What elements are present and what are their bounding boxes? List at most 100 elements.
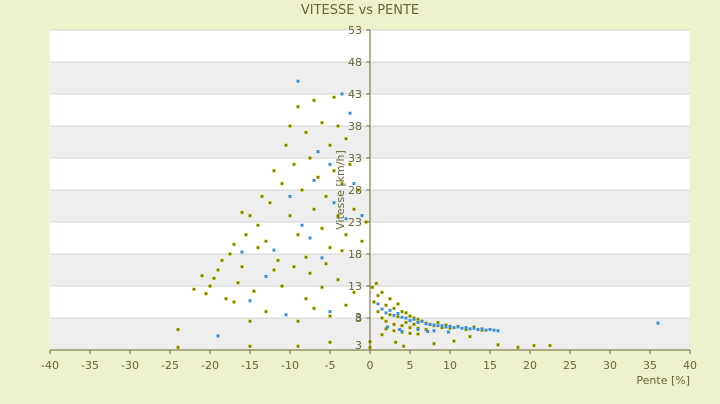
x-axis-label: Pente [%] [636, 374, 690, 387]
x-tick-label: 5 [407, 359, 414, 372]
data-point [384, 311, 388, 315]
x-tick-label: -35 [81, 359, 99, 372]
data-point [432, 341, 436, 346]
axes [49, 29, 691, 354]
data-point [212, 276, 216, 281]
data-point [426, 329, 430, 333]
data-point [264, 274, 268, 278]
data-point [272, 248, 276, 252]
data-point [384, 303, 388, 307]
x-tick-label: -25 [161, 359, 179, 372]
data-point [340, 249, 344, 253]
data-point [304, 297, 308, 301]
y-tick-label: 28 [348, 184, 362, 197]
data-point [388, 308, 392, 312]
data-point [452, 326, 456, 330]
data-point [248, 213, 252, 218]
data-point [328, 162, 332, 166]
data-point [376, 309, 380, 314]
data-point [336, 277, 340, 282]
data-point [384, 327, 388, 331]
data-point [244, 233, 248, 237]
data-point [424, 327, 428, 332]
data-point [344, 233, 348, 237]
y-axis-label: Vitesse [km/h] [334, 150, 347, 230]
data-point [228, 252, 232, 256]
data-point [260, 194, 264, 199]
data-point [374, 281, 379, 286]
data-point [328, 143, 332, 147]
data-point [328, 340, 332, 345]
data-point [392, 329, 396, 333]
data-points [176, 79, 660, 350]
data-point [232, 242, 236, 247]
data-point [376, 293, 380, 298]
data-point [296, 105, 300, 109]
data-point [324, 261, 328, 266]
data-point [328, 245, 332, 250]
data-point [401, 344, 406, 348]
data-point [492, 328, 496, 332]
data-point [384, 319, 388, 323]
x-tick-label: 30 [603, 359, 617, 372]
data-point [548, 343, 552, 348]
data-point [280, 181, 284, 186]
data-point [448, 324, 452, 328]
y-tick-label: 3 [355, 311, 362, 324]
data-point [240, 210, 244, 215]
data-point [300, 223, 304, 227]
data-point [292, 162, 296, 167]
data-point [476, 328, 480, 332]
data-point [352, 182, 356, 186]
data-point [192, 287, 196, 291]
data-point [468, 327, 472, 331]
data-point [268, 201, 272, 205]
data-point [408, 319, 412, 323]
data-point [396, 315, 400, 319]
data-point [236, 281, 240, 285]
data-point [372, 300, 376, 304]
data-point [380, 316, 384, 320]
data-point [348, 111, 352, 115]
data-point [356, 188, 360, 192]
data-point [332, 201, 336, 205]
data-point [444, 325, 448, 329]
y-tick-label: 53 [348, 24, 362, 37]
data-point [176, 345, 180, 350]
data-point [344, 217, 348, 221]
data-point [424, 322, 428, 326]
data-point [380, 332, 384, 337]
data-point [312, 98, 316, 103]
data-point [264, 309, 268, 314]
data-point [393, 340, 398, 345]
x-tick-label: 40 [683, 359, 697, 372]
data-point [284, 313, 288, 317]
y-tick-label: 18 [348, 248, 362, 261]
data-point [408, 325, 412, 330]
data-point [320, 285, 324, 289]
data-point [284, 143, 288, 147]
x-tick-label: 0 [367, 359, 374, 372]
data-point [398, 328, 402, 332]
data-point [340, 181, 344, 186]
data-point [336, 124, 340, 128]
data-point [392, 306, 396, 311]
data-point [460, 326, 464, 330]
data-point [176, 327, 180, 332]
data-point [360, 239, 364, 243]
data-point [370, 285, 375, 289]
y-tick-label: 43 [348, 88, 362, 101]
x-tick-labels: -40 -35 -30 -25 -20 -15 -10 -5 0 5 10 15 20 25 30 35 40 [41, 359, 697, 372]
data-point [316, 150, 320, 154]
data-point [400, 329, 404, 333]
data-point [292, 265, 296, 269]
data-point [432, 329, 436, 333]
data-point [312, 306, 316, 311]
data-point [324, 194, 328, 199]
data-point [416, 320, 420, 324]
y-tick-label: 48 [348, 56, 362, 69]
y-tick-label: 13 [348, 280, 362, 293]
data-point [388, 313, 392, 317]
